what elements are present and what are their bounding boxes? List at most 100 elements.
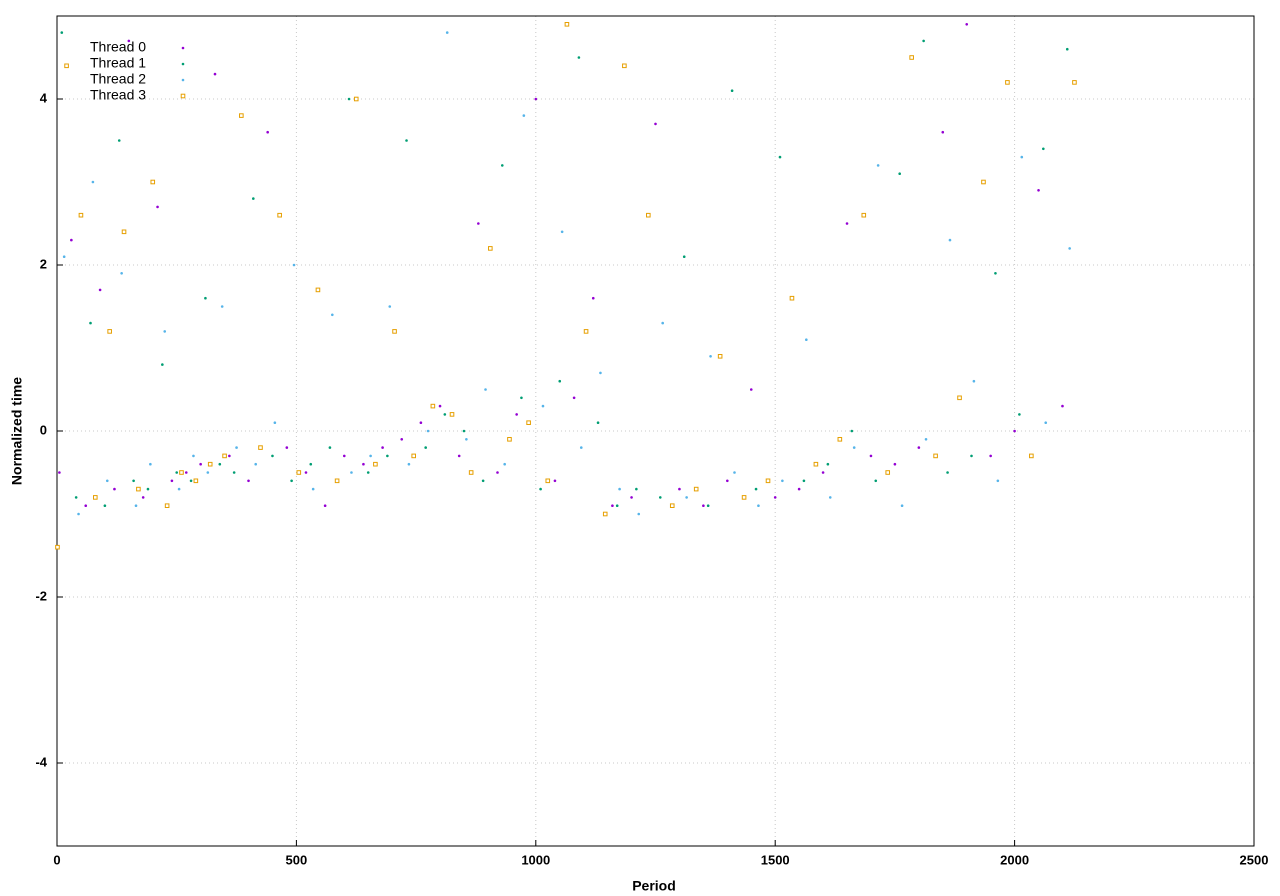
- point: [285, 446, 289, 449]
- legend-label: Thread 3: [90, 87, 146, 103]
- point: [184, 471, 188, 474]
- point: [292, 263, 296, 267]
- point: [392, 329, 397, 334]
- x-tick-label: 0: [53, 852, 60, 867]
- y-tick-label: 0: [40, 422, 47, 437]
- point: [773, 496, 777, 499]
- point: [685, 496, 688, 499]
- point: [861, 212, 867, 218]
- x-tick-label: 1500: [761, 852, 790, 867]
- point: [62, 255, 66, 258]
- point: [477, 222, 480, 225]
- point: [970, 454, 973, 458]
- point: [813, 461, 819, 467]
- x-tick-label: 2500: [1240, 852, 1269, 867]
- point: [885, 470, 891, 475]
- point: [179, 470, 184, 475]
- point: [91, 180, 95, 184]
- point: [192, 454, 195, 458]
- y-tick-label: -2: [35, 588, 47, 603]
- point: [733, 471, 736, 474]
- point: [77, 512, 80, 516]
- point: [146, 487, 150, 491]
- point: [156, 205, 159, 209]
- point: [411, 453, 417, 459]
- point: [315, 287, 321, 293]
- point: [228, 454, 231, 458]
- point: [553, 479, 557, 483]
- point: [222, 453, 227, 459]
- point: [254, 462, 258, 466]
- y-axis-label: Normalized time: [9, 377, 25, 485]
- point: [290, 479, 293, 483]
- point: [709, 355, 712, 358]
- legend-marker: [181, 62, 185, 66]
- point: [64, 63, 69, 69]
- point: [443, 413, 447, 416]
- point: [503, 462, 506, 466]
- plot-border: [56, 15, 1255, 847]
- point: [924, 438, 928, 441]
- point: [177, 487, 181, 491]
- point: [1061, 404, 1064, 408]
- point: [618, 487, 621, 491]
- point: [70, 238, 73, 242]
- point: [161, 363, 164, 366]
- point: [405, 139, 408, 142]
- point: [579, 446, 583, 449]
- point: [465, 438, 468, 441]
- point: [334, 478, 340, 484]
- point: [266, 130, 269, 134]
- point: [164, 503, 170, 508]
- point: [900, 504, 904, 508]
- point: [445, 31, 449, 34]
- point: [74, 496, 78, 499]
- point: [515, 413, 518, 416]
- point: [717, 354, 723, 359]
- point: [55, 544, 60, 550]
- point: [121, 229, 127, 235]
- point: [622, 63, 627, 69]
- point: [591, 296, 595, 300]
- point: [797, 487, 801, 491]
- point: [669, 503, 675, 508]
- point: [682, 255, 686, 258]
- point: [347, 97, 351, 101]
- legend-label: Thread 0: [90, 39, 146, 55]
- point: [220, 305, 224, 308]
- legend-marker: [181, 78, 185, 82]
- point: [1013, 429, 1016, 433]
- point: [304, 471, 308, 474]
- point: [850, 429, 854, 433]
- point: [874, 479, 878, 483]
- legend-label: Thread 1: [90, 55, 146, 71]
- point: [127, 39, 131, 43]
- point: [331, 313, 334, 317]
- point: [163, 330, 167, 333]
- point: [488, 246, 493, 251]
- point: [946, 471, 949, 474]
- point: [507, 437, 512, 442]
- point: [350, 471, 353, 474]
- point: [1044, 421, 1048, 425]
- point: [328, 446, 332, 449]
- point: [948, 238, 952, 242]
- point: [362, 462, 365, 466]
- point: [150, 179, 156, 185]
- point: [481, 479, 485, 483]
- point: [730, 89, 734, 92]
- point: [189, 479, 193, 483]
- point: [239, 113, 244, 118]
- point: [802, 479, 806, 483]
- point: [232, 471, 236, 474]
- point: [534, 97, 538, 101]
- point: [373, 461, 378, 467]
- point: [630, 496, 633, 499]
- point: [778, 155, 782, 159]
- point: [658, 496, 662, 499]
- point: [271, 454, 274, 458]
- point: [637, 512, 641, 516]
- point: [994, 272, 997, 275]
- point: [1029, 453, 1034, 459]
